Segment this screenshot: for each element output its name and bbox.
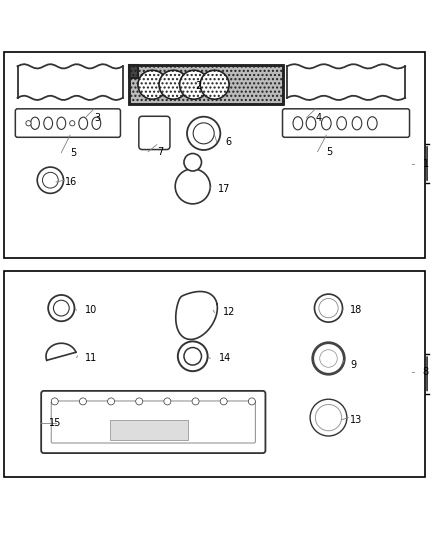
- Circle shape: [315, 405, 342, 431]
- Circle shape: [159, 70, 188, 99]
- Circle shape: [51, 398, 58, 405]
- Text: 5: 5: [70, 148, 76, 158]
- Circle shape: [37, 167, 64, 193]
- Circle shape: [138, 70, 167, 99]
- Circle shape: [320, 350, 337, 367]
- FancyBboxPatch shape: [51, 401, 255, 443]
- Circle shape: [53, 300, 69, 316]
- Ellipse shape: [352, 117, 362, 130]
- Circle shape: [48, 295, 74, 321]
- Circle shape: [184, 348, 201, 365]
- Text: 15: 15: [49, 418, 61, 429]
- Circle shape: [79, 398, 86, 405]
- Bar: [110, 420, 188, 440]
- Circle shape: [314, 294, 343, 322]
- Circle shape: [313, 343, 344, 374]
- Text: 1: 1: [423, 159, 429, 168]
- Text: 3: 3: [94, 112, 100, 123]
- Text: 7: 7: [157, 147, 163, 157]
- Circle shape: [164, 398, 171, 405]
- Circle shape: [220, 398, 227, 405]
- Ellipse shape: [57, 117, 66, 130]
- Circle shape: [248, 398, 255, 405]
- Text: 12: 12: [223, 308, 236, 318]
- Text: 17: 17: [218, 184, 230, 194]
- Circle shape: [187, 117, 220, 150]
- FancyBboxPatch shape: [41, 391, 265, 453]
- FancyBboxPatch shape: [139, 116, 170, 150]
- Circle shape: [108, 398, 115, 405]
- Circle shape: [70, 120, 75, 126]
- Ellipse shape: [306, 117, 316, 130]
- Ellipse shape: [321, 117, 331, 130]
- Circle shape: [193, 123, 214, 144]
- Text: 9: 9: [350, 360, 357, 369]
- Text: 5: 5: [326, 147, 332, 157]
- Circle shape: [178, 342, 208, 371]
- Text: 2: 2: [195, 81, 201, 91]
- Text: 10: 10: [85, 305, 98, 316]
- Ellipse shape: [337, 117, 346, 130]
- Text: 14: 14: [219, 353, 231, 364]
- Text: 8: 8: [423, 367, 429, 377]
- FancyBboxPatch shape: [15, 109, 120, 138]
- Circle shape: [184, 154, 201, 171]
- Text: 13: 13: [350, 415, 363, 425]
- Text: 6: 6: [226, 137, 232, 147]
- Circle shape: [175, 169, 210, 204]
- Ellipse shape: [367, 117, 377, 130]
- Ellipse shape: [92, 117, 101, 130]
- Circle shape: [42, 172, 58, 188]
- Ellipse shape: [79, 117, 88, 130]
- Bar: [4, 52, 425, 258]
- Ellipse shape: [44, 117, 53, 130]
- Bar: [129, 65, 283, 104]
- Bar: [4, 271, 425, 477]
- Bar: [129, 65, 283, 104]
- Text: 11: 11: [85, 353, 98, 362]
- Circle shape: [319, 298, 338, 318]
- Text: 18: 18: [350, 305, 363, 316]
- Ellipse shape: [31, 117, 39, 130]
- Text: 16: 16: [65, 177, 77, 187]
- Ellipse shape: [293, 117, 303, 130]
- Circle shape: [200, 70, 229, 99]
- Circle shape: [180, 70, 208, 99]
- Circle shape: [136, 398, 143, 405]
- Bar: [129, 65, 138, 78]
- Circle shape: [310, 399, 347, 436]
- Circle shape: [192, 398, 199, 405]
- Text: 4: 4: [315, 112, 321, 123]
- Circle shape: [26, 120, 31, 126]
- FancyBboxPatch shape: [283, 109, 410, 138]
